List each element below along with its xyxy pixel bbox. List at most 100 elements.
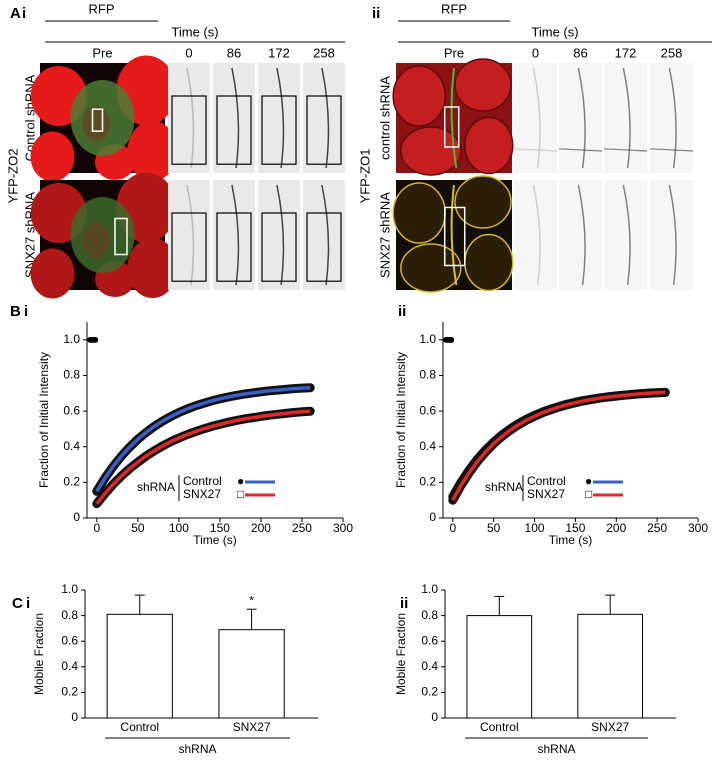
time-point-label: 172 xyxy=(268,45,290,60)
cell xyxy=(454,58,512,112)
junction xyxy=(186,67,195,169)
cell xyxy=(30,131,75,182)
bar xyxy=(466,615,533,719)
junction xyxy=(622,67,631,169)
junction xyxy=(276,184,285,286)
time-point-label: 86 xyxy=(573,45,587,60)
roi-box xyxy=(443,106,460,148)
y-tick-label: 0.6 xyxy=(419,403,436,417)
y-tick-label: 0.4 xyxy=(63,439,80,453)
time-point-label: 86 xyxy=(227,45,241,60)
junction xyxy=(668,184,677,286)
x-axis-label: Time (s) xyxy=(193,533,237,547)
roi-box xyxy=(171,212,207,282)
data-point xyxy=(92,336,99,343)
subpanel-label: i xyxy=(26,595,30,612)
time-label: Time (s) xyxy=(531,24,578,39)
time-point-label: 258 xyxy=(313,45,335,60)
x-tick-label: 300 xyxy=(333,521,353,535)
x-tick-label: Control xyxy=(120,720,159,734)
time-point-label: 172 xyxy=(615,45,637,60)
roi-box xyxy=(114,217,128,256)
junction xyxy=(622,184,631,286)
y-tick-label: 0.4 xyxy=(419,439,436,453)
cell xyxy=(127,121,178,181)
cell xyxy=(454,175,512,229)
channel-label: RFP xyxy=(441,1,467,16)
x-tick-label: 200 xyxy=(251,521,271,535)
y-tick-label: 0.2 xyxy=(61,685,78,699)
y-tick-label: 1.0 xyxy=(419,332,436,346)
x-tick-label: 100 xyxy=(525,521,545,535)
roi-box xyxy=(306,95,342,165)
junction xyxy=(649,148,694,152)
junction xyxy=(577,67,586,169)
fit-line xyxy=(451,390,666,502)
y-tick-label: 0.4 xyxy=(421,659,438,673)
cell xyxy=(82,222,111,259)
x-tick-label: SNX27 xyxy=(591,720,629,734)
x-tick-label: 300 xyxy=(688,521,708,535)
junction xyxy=(276,67,285,169)
fit-line xyxy=(95,385,311,493)
junction xyxy=(513,148,558,152)
legend-label: Control xyxy=(183,474,222,488)
y-tick-label: 0 xyxy=(429,510,436,524)
junction xyxy=(450,184,458,286)
junction xyxy=(668,67,677,169)
legend-marker: ● xyxy=(585,474,592,488)
x-tick-label: 250 xyxy=(647,521,667,535)
y-tick-label: 0 xyxy=(431,710,438,724)
roi-box xyxy=(306,212,342,282)
junction xyxy=(450,67,458,169)
roi-box xyxy=(261,95,297,165)
roi-box xyxy=(261,212,297,282)
channel-label: RFP xyxy=(89,1,115,16)
construct-label: YFP-ZO2 xyxy=(5,149,20,204)
junction xyxy=(558,148,603,152)
time-point-label: 0 xyxy=(532,45,539,60)
subpanel-label: ii xyxy=(398,303,406,320)
cell xyxy=(464,233,514,292)
y-tick-label: 0.2 xyxy=(421,685,438,699)
panel-label: A xyxy=(10,5,21,22)
cell xyxy=(392,65,446,127)
subpanel-label: i xyxy=(22,5,26,22)
legend-marker: ● xyxy=(237,474,244,488)
time-point-label: 0 xyxy=(185,45,192,60)
x-tick-label: 50 xyxy=(487,521,501,535)
y-tick-label: 0.8 xyxy=(421,608,438,622)
junction xyxy=(231,184,240,286)
data-point xyxy=(448,336,455,343)
group-label: shRNA xyxy=(178,742,216,756)
cell xyxy=(400,243,462,293)
legend-label: SNX27 xyxy=(527,487,565,501)
panel-label: B xyxy=(10,303,21,320)
x-tick-label: 150 xyxy=(210,521,230,535)
cell xyxy=(400,126,462,176)
junction xyxy=(231,67,240,169)
y-tick-label: 0.8 xyxy=(61,608,78,622)
y-tick-label: 0.8 xyxy=(419,368,436,382)
roi-box xyxy=(91,108,104,132)
junction xyxy=(603,148,648,152)
y-tick-label: 0.6 xyxy=(421,633,438,647)
subpanel-label: ii xyxy=(400,595,408,612)
cell xyxy=(82,105,111,142)
y-tick-label: 0 xyxy=(73,510,80,524)
y-axis-label: Mobile Fraction xyxy=(394,613,408,695)
junction xyxy=(321,67,330,169)
x-tick-label: 50 xyxy=(131,521,145,535)
cell xyxy=(392,182,446,244)
y-tick-label: 0.2 xyxy=(419,475,436,489)
row-label: control shRNA xyxy=(377,76,392,160)
x-tick-label: 250 xyxy=(292,521,312,535)
junction xyxy=(532,67,541,169)
x-tick-label: 200 xyxy=(606,521,626,535)
subpanel-label: i xyxy=(24,303,28,320)
bar xyxy=(577,613,644,719)
roi-box xyxy=(171,95,207,165)
junction xyxy=(186,184,195,286)
group-label: shRNA xyxy=(537,742,575,756)
y-tick-label: 0.2 xyxy=(63,475,80,489)
